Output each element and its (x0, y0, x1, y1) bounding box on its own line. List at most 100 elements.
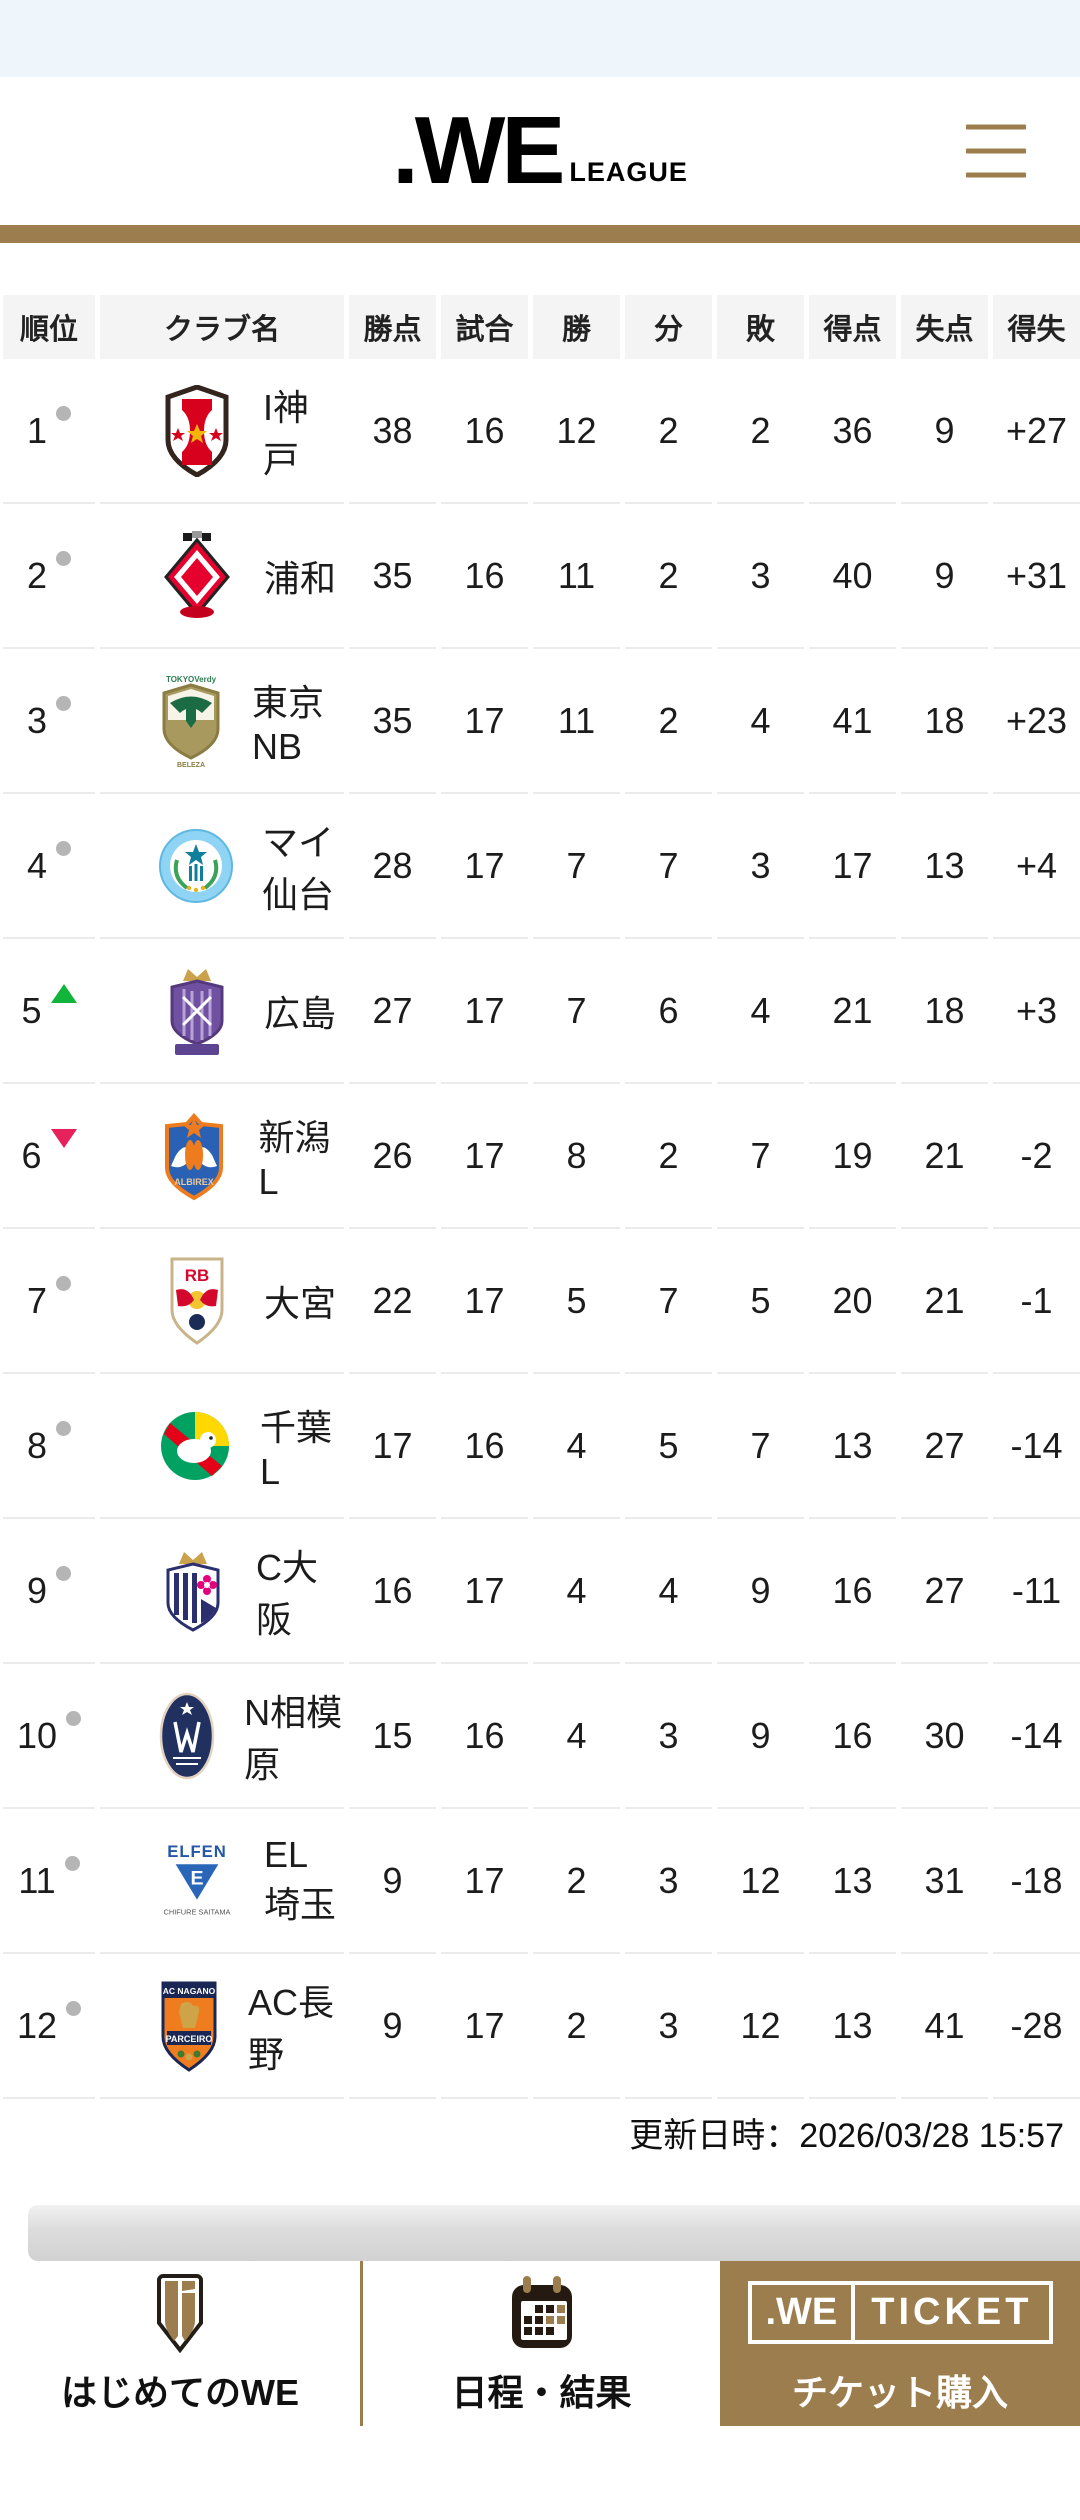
stat-value: 4 (533, 1519, 620, 1664)
stat-value: 7 (533, 794, 620, 939)
el-saitama-crest-icon: ELFEN E CHIFURE SAITAMA (158, 1838, 236, 1924)
column-header: 順位 (3, 295, 95, 359)
stat-value: 9 (349, 1954, 436, 2099)
stat-value: 40 (809, 504, 896, 649)
horizontal-scrollbar[interactable] (28, 2205, 1080, 2261)
stat-value: 15 (349, 1664, 436, 1809)
app-header: .WE LEAGUE (0, 77, 1080, 225)
rank-cell: 3 (3, 649, 95, 794)
stat-value: 4 (717, 939, 804, 1084)
table-row[interactable]: 12 AC NAGANO PARCEIRO AC長野 9 17 2 3 12 13 41 -28 (0, 1954, 1080, 2099)
rank-movement-same-icon (66, 1711, 82, 1726)
stat-value: 2 (533, 1809, 620, 1954)
we-league-logo[interactable]: .WE LEAGUE (392, 102, 688, 198)
table-row[interactable]: 6 ALBIREX 新潟L 26 17 8 2 7 19 21 -2 (0, 1084, 1080, 1229)
svg-text:TOKYOVerdy: TOKYOVerdy (166, 675, 217, 684)
stat-value: -14 (993, 1374, 1080, 1519)
rank-cell: 7 (3, 1229, 95, 1374)
logo-sub-text: LEAGUE (569, 157, 688, 188)
rank-number: 9 (26, 1569, 48, 1611)
club-cell: ALBIREX 新潟L (100, 1084, 344, 1229)
table-row[interactable]: 4 マイ仙台 28 17 7 7 3 17 13 +4 (0, 794, 1080, 939)
table-row[interactable]: 5 広島 27 17 7 6 4 21 18 +3 (0, 939, 1080, 1084)
rank-movement-down-icon (50, 1129, 77, 1148)
stat-value: 2 (625, 504, 712, 649)
stat-value: 3 (717, 504, 804, 649)
updated-timestamp: 更新日時：2026/03/28 15:57 (629, 2116, 1064, 2155)
stat-value: 17 (441, 1954, 528, 2099)
stat-value: 4 (625, 1519, 712, 1664)
table-row[interactable]: 2 浦和 35 16 11 2 3 40 9 +31 (0, 504, 1080, 649)
nav-item-first-time-we[interactable]: はじめてのWE (0, 2261, 360, 2426)
table-row[interactable]: 1 I神戸 38 16 12 2 2 36 9 +27 (0, 359, 1080, 504)
stat-value: 2 (625, 359, 712, 504)
stat-value: 36 (809, 359, 896, 504)
stat-value: 3 (625, 1809, 712, 1954)
table-row[interactable]: 3 TOKYOVerdy BELEZA 東京NB 35 17 11 2 4 41 18 +23 (0, 649, 1080, 794)
stat-value: +3 (993, 939, 1080, 1084)
menu-button[interactable] (966, 124, 1026, 178)
rank-movement-same-icon (56, 696, 72, 711)
club-cell: TOKYOVerdy BELEZA 東京NB (100, 649, 344, 794)
rank-number: 7 (26, 1279, 48, 1321)
stat-value: 11 (533, 649, 620, 794)
mynavi-sendai-crest-icon (158, 828, 234, 904)
hamburger-icon (966, 124, 1026, 130)
rank-movement-same-icon (56, 551, 72, 566)
rank-number: 12 (16, 2004, 58, 2046)
stat-value: 9 (717, 1519, 804, 1664)
we-ticket-logo: .WE TICKET (747, 2272, 1053, 2354)
stat-value: 17 (441, 1229, 528, 1374)
table-row[interactable]: 10 N相模原 15 16 4 3 9 16 30 -14 (0, 1664, 1080, 1809)
stat-value: 18 (901, 649, 988, 794)
rank-number: 2 (26, 554, 48, 596)
table-row[interactable]: 9 C大阪 16 17 4 4 9 16 27 -11 (0, 1519, 1080, 1664)
stat-value: -11 (993, 1519, 1080, 1664)
omiya-crest-icon: RB (158, 1255, 236, 1347)
table-body: 1 I神戸 38 16 12 2 2 36 9 +27 2 浦和 35 16 11 2 3 40 9 +31 3 T… (0, 359, 1080, 2099)
rank-number: 5 (21, 989, 42, 1031)
hiroshima-crest-icon (158, 963, 236, 1058)
stat-value: 35 (349, 504, 436, 649)
club-name: 新潟L (258, 1116, 331, 1202)
rank-movement-same-icon (66, 2001, 82, 2016)
stat-value: +23 (993, 649, 1080, 794)
column-header: 勝点 (349, 295, 436, 359)
stat-value: -2 (993, 1084, 1080, 1229)
rank-number: 11 (18, 1859, 56, 1901)
svg-text:ALBIREX: ALBIREX (174, 1177, 214, 1187)
hamburger-icon (966, 172, 1026, 178)
stat-value: 41 (809, 649, 896, 794)
club-cell: I神戸 (100, 359, 344, 504)
stat-value: 21 (901, 1084, 988, 1229)
stat-value: 13 (809, 1954, 896, 2099)
rank-movement-same-icon (56, 1421, 72, 1436)
stat-value: 9 (717, 1664, 804, 1809)
table-row[interactable]: 8 千葉L 17 16 4 5 7 13 27 -14 (0, 1374, 1080, 1519)
stat-value: 17 (441, 794, 528, 939)
table-row[interactable]: 11 ELFEN E CHIFURE SAITAMA EL埼玉 9 17 2 3 12 13 3… (0, 1809, 1080, 1954)
hamburger-icon (966, 148, 1026, 154)
table-row[interactable]: 7 RB 大宮 22 17 5 7 5 20 21 -1 (0, 1229, 1080, 1374)
club-cell: C大阪 (100, 1519, 344, 1664)
svg-text:CHIFURE SAITAMA: CHIFURE SAITAMA (164, 1907, 231, 1916)
stat-value: -28 (993, 1954, 1080, 2099)
rank-number: 4 (26, 844, 48, 886)
nav-item-schedule-results[interactable]: 日程・結果 (360, 2261, 720, 2426)
stat-value: 16 (809, 1664, 896, 1809)
stat-value: 21 (809, 939, 896, 1084)
stat-value: 12 (717, 1809, 804, 1954)
rank-movement-up-icon (50, 984, 77, 1003)
stat-value: 5 (533, 1229, 620, 1374)
stat-value: 3 (625, 1664, 712, 1809)
stat-value: 27 (349, 939, 436, 1084)
stat-value: 16 (349, 1519, 436, 1664)
column-header: 分 (625, 295, 712, 359)
nav-item-ticket-purchase[interactable]: .WE TICKET チケット購入 (720, 2261, 1080, 2426)
club-cell: 千葉L (100, 1374, 344, 1519)
rank-cell: 9 (3, 1519, 95, 1664)
stat-value: 9 (901, 504, 988, 649)
svg-text:PARCEIRO: PARCEIRO (166, 2034, 213, 2044)
nav-label: 日程・結果 (451, 2371, 632, 2413)
stat-value: 13 (809, 1809, 896, 1954)
